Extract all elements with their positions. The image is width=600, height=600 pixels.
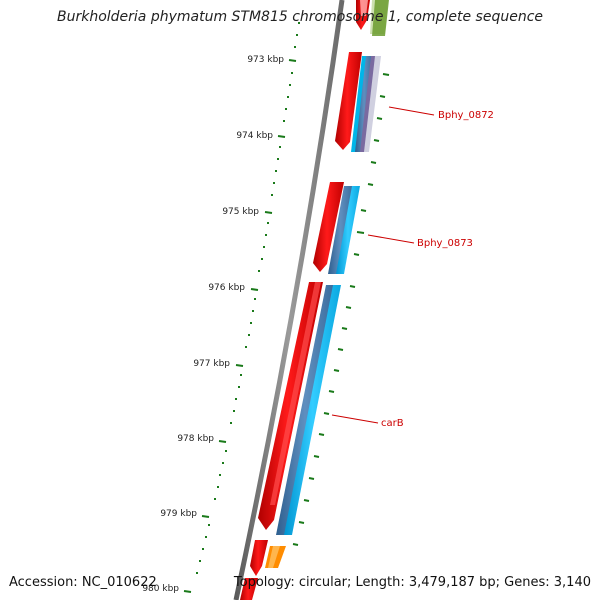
tick-label-979: 979 kbp	[160, 509, 197, 519]
top-features	[356, 0, 389, 36]
tick-label-978: 978 kbp	[177, 434, 214, 444]
topology-info: Topology: circular; Length: 3,479,187 bp…	[233, 575, 591, 590]
gene-label-bphy-0873[interactable]: Bphy_0873	[417, 238, 473, 249]
tick-labels: 973 kbp 974 kbp 975 kbp 976 kbp 977 kbp …	[142, 55, 284, 594]
gene-bphy-0872[interactable]	[335, 52, 381, 152]
tick-974	[277, 135, 286, 138]
tick-976	[250, 288, 259, 291]
tick-label-974: 974 kbp	[236, 131, 273, 141]
bottom-features	[240, 540, 286, 600]
tick-label-977: 977 kbp	[193, 359, 230, 369]
gene-label-carb[interactable]: carB	[381, 418, 404, 429]
tick-label-975: 975 kbp	[222, 207, 259, 217]
inner-dotted-ring	[196, 22, 300, 574]
tick-label-976: 976 kbp	[208, 283, 245, 293]
gene-labels: Bphy_0872 Bphy_0873 carB	[381, 110, 494, 429]
tick-979	[201, 515, 210, 518]
tick-980	[183, 590, 192, 593]
tick-975	[264, 211, 273, 214]
tick-label-973: 973 kbp	[247, 55, 284, 65]
gene-label-connectors	[331, 106, 435, 424]
inner-tick-marks	[183, 59, 297, 593]
gene-carb[interactable]	[258, 282, 341, 535]
tick-978	[218, 440, 227, 443]
backbone-line	[233, 0, 345, 600]
map-title: Burkholderia phymatum STM815 chromosome …	[56, 9, 543, 25]
tick-label-980: 980 kbp	[142, 584, 179, 594]
gene-label-bphy-0872[interactable]: Bphy_0872	[438, 110, 494, 121]
tick-977	[235, 364, 244, 367]
accession-label: Accession: NC_010622	[9, 575, 157, 590]
tick-973	[288, 59, 297, 62]
outer-dashed-ring	[292, 73, 390, 546]
gene-bphy-0873[interactable]	[313, 182, 360, 274]
